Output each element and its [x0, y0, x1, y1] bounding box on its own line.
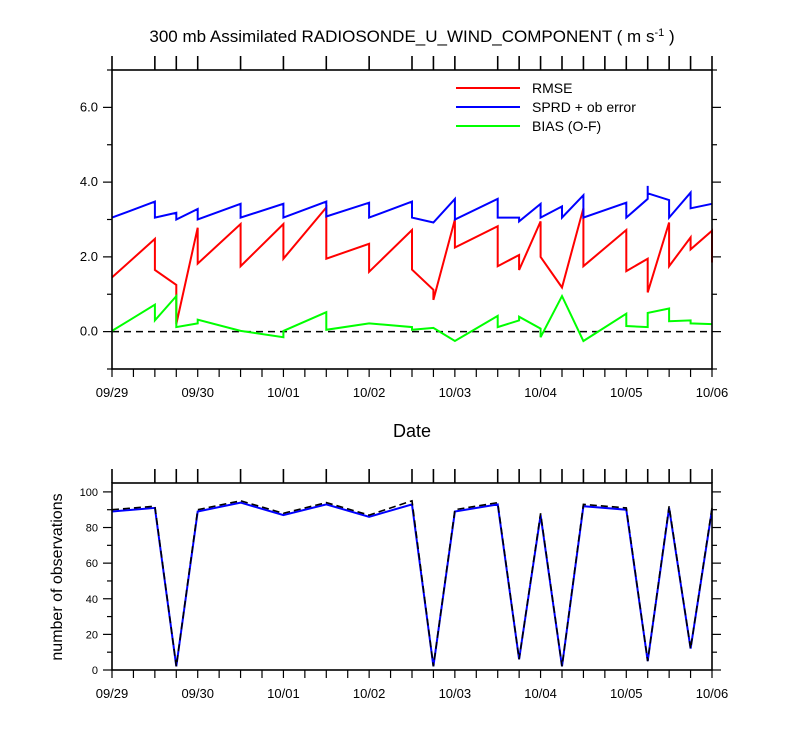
top-x-tick-label: 09/29 [96, 385, 129, 400]
bottom-y-tick-label: 0 [92, 665, 98, 677]
bottom-plot-frame [111, 482, 713, 671]
top-x-tick-label: 10/05 [610, 385, 643, 400]
top-y-tick-label: 0.0 [80, 324, 98, 339]
bottom-series-assimilated [111, 501, 713, 667]
top-x-tick-label: 10/04 [524, 385, 557, 400]
bottom-x-tick-label: 10/02 [353, 686, 386, 701]
bottom-y-tick-label: 100 [80, 487, 98, 499]
bottom-x-tick-label: 10/05 [610, 686, 643, 701]
top-series-bias-o-f [111, 293, 713, 343]
bottom-x-tick-label: 10/06 [696, 686, 729, 701]
legend-label-0: RMSE [532, 80, 572, 96]
top-x-axis-title: Date [393, 421, 431, 441]
bottom-x-tick-label: 10/01 [267, 686, 300, 701]
top-series-rmse [111, 204, 713, 325]
legend-label-1: SPRD + ob error [532, 99, 636, 115]
bottom-y-tick-label: 80 [86, 523, 98, 535]
top-y-tick-label: 2.0 [80, 249, 98, 264]
bottom-y-axis-title: number of observations [49, 493, 66, 660]
top-x-tick-label: 10/06 [696, 385, 729, 400]
bottom-x-tick-label: 09/29 [96, 686, 129, 701]
legend-label-2: BIAS (O-F) [532, 118, 601, 134]
chart-title: 300 mb Assimilated RADIOSONDE_U_WIND_COM… [149, 27, 674, 46]
top-plot-frame [111, 69, 713, 370]
bottom-y-tick-label: 60 [86, 558, 98, 570]
top-series-sprd-ob-error [111, 185, 713, 224]
bottom-y-tick-label: 40 [86, 594, 98, 606]
bottom-x-tick-label: 10/03 [439, 686, 472, 701]
top-x-tick-label: 10/01 [267, 385, 300, 400]
top-x-tick-label: 10/03 [439, 385, 472, 400]
bottom-series-possible [111, 499, 713, 667]
top-y-tick-label: 4.0 [80, 174, 98, 189]
bottom-x-tick-label: 10/04 [524, 686, 557, 701]
top-y-tick-label: 6.0 [80, 99, 98, 114]
top-x-tick-label: 09/30 [181, 385, 214, 400]
bottom-y-tick-label: 20 [86, 629, 98, 641]
bottom-x-tick-label: 09/30 [181, 686, 214, 701]
top-x-tick-label: 10/02 [353, 385, 386, 400]
